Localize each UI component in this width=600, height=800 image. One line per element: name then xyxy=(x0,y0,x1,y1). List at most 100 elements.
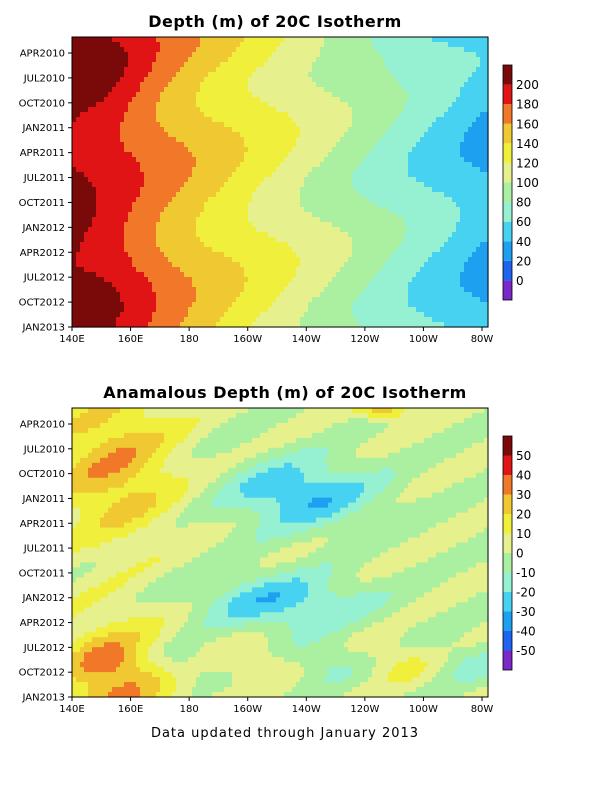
heatmap-cell xyxy=(108,242,113,248)
heatmap-cell xyxy=(380,232,385,238)
heatmap-cell xyxy=(460,212,465,218)
heatmap-cell xyxy=(460,237,465,243)
heatmap-cell xyxy=(292,112,297,118)
heatmap-cell xyxy=(272,212,277,218)
heatmap-cell xyxy=(296,192,301,198)
heatmap-cell xyxy=(144,192,149,198)
heatmap-cell xyxy=(208,142,213,148)
heatmap-cell xyxy=(312,177,317,183)
heatmap-cell xyxy=(132,112,137,118)
heatmap-cell xyxy=(304,232,309,238)
heatmap-cell xyxy=(192,247,197,253)
heatmap-cell xyxy=(264,102,269,108)
heatmap-cell xyxy=(144,222,149,228)
heatmap-cell xyxy=(124,102,129,108)
heatmap-cell xyxy=(412,247,417,253)
heatmap-cell xyxy=(380,102,385,108)
heatmap-cell xyxy=(204,122,209,128)
heatmap-cell xyxy=(384,142,389,148)
heatmap-cell xyxy=(372,172,377,178)
heatmap-cell xyxy=(116,127,121,133)
heatmap-cell xyxy=(96,197,101,203)
heatmap-cell xyxy=(92,237,97,243)
heatmap-cell xyxy=(196,187,201,193)
heatmap-cell xyxy=(248,132,253,138)
heatmap-cell xyxy=(96,107,101,113)
heatmap-cell xyxy=(444,127,449,133)
heatmap-cell xyxy=(348,127,353,133)
heatmap-cell xyxy=(140,47,145,53)
heatmap-cell xyxy=(364,187,369,193)
heatmap-cell xyxy=(112,217,117,223)
heatmap-cell xyxy=(108,132,113,138)
heatmap-cell xyxy=(136,227,141,233)
heatmap-cell xyxy=(432,142,437,148)
heatmap-cell xyxy=(444,97,449,103)
heatmap-cell xyxy=(404,57,409,63)
heatmap-cell xyxy=(460,37,465,43)
heatmap-cell xyxy=(480,272,485,278)
heatmap-cell xyxy=(144,162,149,168)
heatmap-cell xyxy=(360,137,365,143)
heatmap-cell xyxy=(256,67,261,73)
heatmap-cell xyxy=(252,252,257,258)
heatmap-cell xyxy=(284,92,289,98)
heatmap-cell xyxy=(244,77,249,83)
heatmap-cell xyxy=(116,117,121,123)
heatmap-cell xyxy=(292,42,297,48)
heatmap-cell xyxy=(356,52,361,58)
heatmap-cell xyxy=(256,162,261,168)
heatmap-cell xyxy=(468,202,473,208)
heatmap-cell xyxy=(472,207,477,213)
heatmap-cell xyxy=(396,92,401,98)
heatmap-cell xyxy=(160,197,165,203)
heatmap-cell xyxy=(188,247,193,253)
heatmap-cell xyxy=(364,257,369,263)
heatmap-cell xyxy=(400,102,405,108)
heatmap-cell xyxy=(448,162,453,168)
heatmap-cell xyxy=(328,132,333,138)
heatmap-cell xyxy=(452,127,457,133)
heatmap-cell xyxy=(200,47,205,53)
heatmap-cell xyxy=(168,142,173,148)
heatmap-cell xyxy=(276,112,281,118)
heatmap-cell xyxy=(308,202,313,208)
heatmap-cell xyxy=(176,97,181,103)
heatmap-cell xyxy=(200,187,205,193)
heatmap-cell xyxy=(84,217,89,223)
heatmap-cell xyxy=(76,192,81,198)
heatmap-cell xyxy=(296,142,301,148)
heatmap-cell xyxy=(268,167,273,173)
heatmap-cell xyxy=(416,112,421,118)
heatmap-cell xyxy=(428,72,433,78)
heatmap-cell xyxy=(184,182,189,188)
heatmap-cell xyxy=(264,187,269,193)
heatmap-cell xyxy=(364,97,369,103)
heatmap-cell xyxy=(472,272,477,278)
heatmap-cell xyxy=(432,217,437,223)
heatmap-cell xyxy=(132,167,137,173)
heatmap-cell xyxy=(144,197,149,203)
heatmap-cell xyxy=(144,207,149,213)
heatmap-cell xyxy=(232,117,237,123)
heatmap-cell xyxy=(184,222,189,228)
heatmap-cell xyxy=(312,182,317,188)
heatmap-cell xyxy=(80,117,85,123)
heatmap-cell xyxy=(340,92,345,98)
heatmap-cell xyxy=(348,97,353,103)
heatmap-cell xyxy=(384,232,389,238)
heatmap-cell xyxy=(156,257,161,263)
heatmap-cell xyxy=(236,222,241,228)
heatmap-cell xyxy=(316,222,321,228)
heatmap-cell xyxy=(100,67,105,73)
heatmap-cell xyxy=(116,132,121,138)
heatmap-cell xyxy=(252,267,257,273)
heatmap-cell xyxy=(400,202,405,208)
heatmap-cell xyxy=(108,62,113,68)
heatmap-cell xyxy=(448,267,453,273)
heatmap-cell xyxy=(448,77,453,83)
heatmap-cell xyxy=(160,207,165,213)
heatmap-cell xyxy=(268,97,273,103)
heatmap-cell xyxy=(320,237,325,243)
heatmap-cell xyxy=(408,102,413,108)
